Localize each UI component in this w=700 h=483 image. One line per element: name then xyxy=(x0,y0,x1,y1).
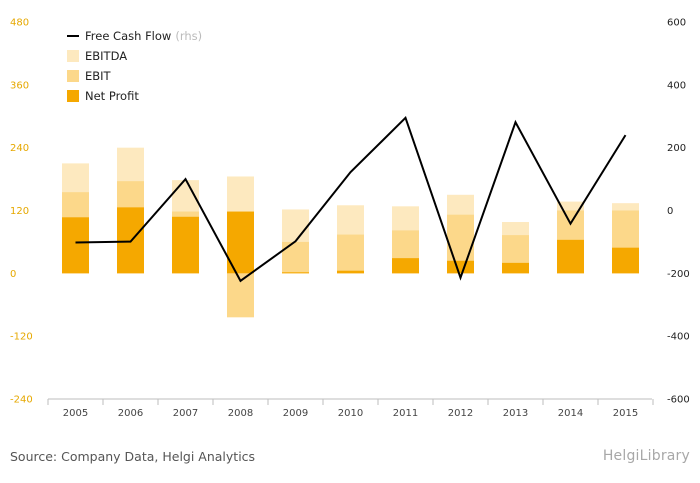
legend-swatch-net-profit xyxy=(67,90,79,102)
net-profit-bar xyxy=(392,258,419,274)
legend-label-net-profit: Net Profit xyxy=(85,89,139,103)
net-profit-bar xyxy=(502,262,529,274)
y-right-tick-label: -400 xyxy=(667,332,690,343)
x-tick-label: 2014 xyxy=(558,408,583,419)
y-left-tick-label: 480 xyxy=(10,18,29,29)
net-profit-bar xyxy=(447,260,474,274)
y-left-tick-label: 360 xyxy=(10,80,29,91)
x-tick-label: 2008 xyxy=(228,408,253,419)
y-left-tick-label: -120 xyxy=(10,332,33,343)
source-note: Source: Company Data, Helgi Analytics xyxy=(10,449,256,464)
legend-swatch-ebit xyxy=(67,70,79,82)
net-profit-bar xyxy=(612,247,639,274)
legend-swatch-ebitda xyxy=(67,50,79,62)
logo-main: Helgi xyxy=(602,448,640,464)
legend-label-free-cash-flow: Free Cash Flow (rhs) xyxy=(85,29,202,43)
y-left-tick-label: 240 xyxy=(10,143,29,154)
ebit-bar xyxy=(337,234,364,274)
legend: Free Cash Flow (rhs) EBITDA EBIT Net Profit xyxy=(67,29,202,103)
bars-layer xyxy=(62,147,639,318)
chart: 480 360 240 120 0 -120 -240 600 400 200 0 -200 -400 -… xyxy=(10,18,690,420)
y-right-tick-label: 600 xyxy=(667,18,686,29)
y-left-tick-label: 0 xyxy=(10,269,16,280)
logo-sub: Library xyxy=(639,448,690,464)
y-right-tick-label: -600 xyxy=(667,395,690,406)
y-right-tick-label: -200 xyxy=(667,269,690,280)
x-tick-label: 2012 xyxy=(448,408,473,419)
x-tick-label: 2009 xyxy=(283,408,308,419)
axis-layer: 480 360 240 120 0 -120 -240 600 400 200 0 -200 -400 -… xyxy=(10,18,690,420)
fcf-line-layer xyxy=(75,115,627,283)
legend-label-ebit: EBIT xyxy=(85,69,112,83)
net-profit-bar xyxy=(282,272,309,274)
y-right-tick-label: 200 xyxy=(667,143,686,154)
x-tick-label: 2011 xyxy=(393,408,418,419)
net-profit-bar xyxy=(337,270,364,274)
x-tick-label: 2015 xyxy=(613,408,638,419)
y-right-tick-label: 0 xyxy=(667,206,673,217)
x-tick-label: 2006 xyxy=(118,408,143,419)
legend-label-ebitda: EBITDA xyxy=(85,49,127,63)
x-tick-label: 2005 xyxy=(63,408,88,419)
net-profit-bar xyxy=(557,239,584,274)
net-profit-bar xyxy=(62,217,89,274)
net-profit-bar xyxy=(172,216,199,274)
helgi-library-logo: HelgiLibrary xyxy=(603,448,690,464)
y-left-tick-label: 120 xyxy=(10,206,29,217)
y-left-tick-label: -240 xyxy=(10,395,33,406)
x-tick-label: 2007 xyxy=(173,408,198,419)
ebit-bar xyxy=(282,241,309,274)
y-right-tick-label: 400 xyxy=(667,80,686,91)
x-tick-label: 2010 xyxy=(338,408,363,419)
x-tick-label: 2013 xyxy=(503,408,528,419)
legend-note-rhs: (rhs) xyxy=(175,29,202,43)
